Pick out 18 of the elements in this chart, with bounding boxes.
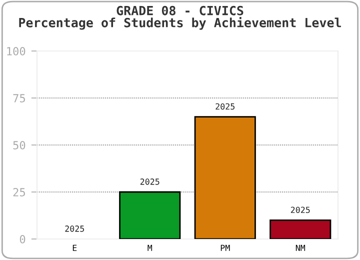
text: 2025: [216, 103, 234, 110]
x-tick-label: PM: [220, 244, 230, 251]
y-tick-label: 75: [13, 94, 25, 102]
bar: [194, 116, 256, 239]
y-tick-label: 25: [13, 188, 25, 196]
chart-subtitle: Percentage of Students by Achievement Level: [19, 17, 341, 30]
series-label: 2025: [140, 178, 160, 185]
x-tick-label: NM: [296, 244, 306, 251]
bar: [119, 191, 181, 239]
x-tick-label: E: [72, 244, 77, 251]
y-tick-label: 100: [7, 47, 26, 56]
bar: [270, 220, 332, 239]
text: 2025: [290, 206, 310, 214]
y-tick-label: 50: [13, 141, 26, 150]
chart-title: GRADE 08 - CIVICS: [116, 6, 244, 16]
text: 2025: [65, 226, 84, 232]
y-tick-label: 0: [20, 235, 26, 244]
x-tick-label: M: [148, 244, 152, 251]
